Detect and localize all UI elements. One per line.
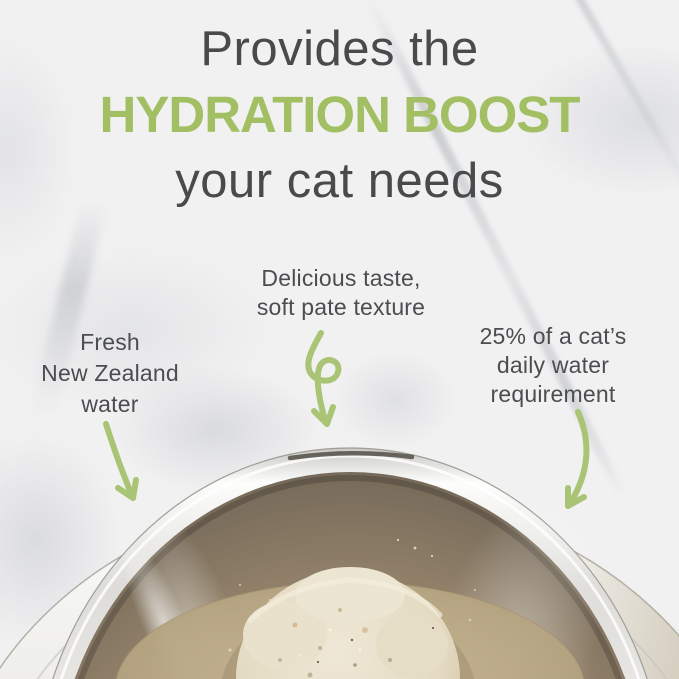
callout-daily-water-line-3: requirement	[490, 381, 616, 407]
callout-fresh-water-line-2: New Zealand	[41, 360, 179, 386]
callout-taste-texture-line-1: Delicious taste,	[261, 265, 421, 291]
headline: Provides the HYDRATION BOOST your cat ne…	[0, 24, 679, 206]
callout-daily-water: 25% of a cat’s daily water requirement	[480, 322, 627, 409]
left-arrow-icon	[103, 421, 139, 501]
callout-taste-texture-line-2: soft pate texture	[256, 294, 426, 320]
callout-daily-water-line-2: daily water	[496, 352, 610, 378]
callout-fresh-water-line-3: water	[81, 391, 139, 417]
headline-line-3: your cat needs	[175, 154, 504, 208]
middle-curly-arrow-icon	[305, 330, 342, 427]
pate-patty	[221, 567, 475, 679]
right-arrow-icon	[565, 409, 590, 509]
callout-fresh-water: Fresh New Zealand water	[41, 327, 179, 420]
headline-line-1: Provides the	[200, 22, 479, 76]
patty-speckles	[278, 608, 435, 678]
callout-taste-texture: Delicious taste, soft pate texture	[257, 264, 425, 322]
callout-fresh-water-line-1: Fresh	[80, 329, 140, 355]
headline-line-2-accent: HYDRATION BOOST	[99, 86, 581, 143]
callout-daily-water-line-1: 25% of a cat’s	[479, 323, 627, 349]
